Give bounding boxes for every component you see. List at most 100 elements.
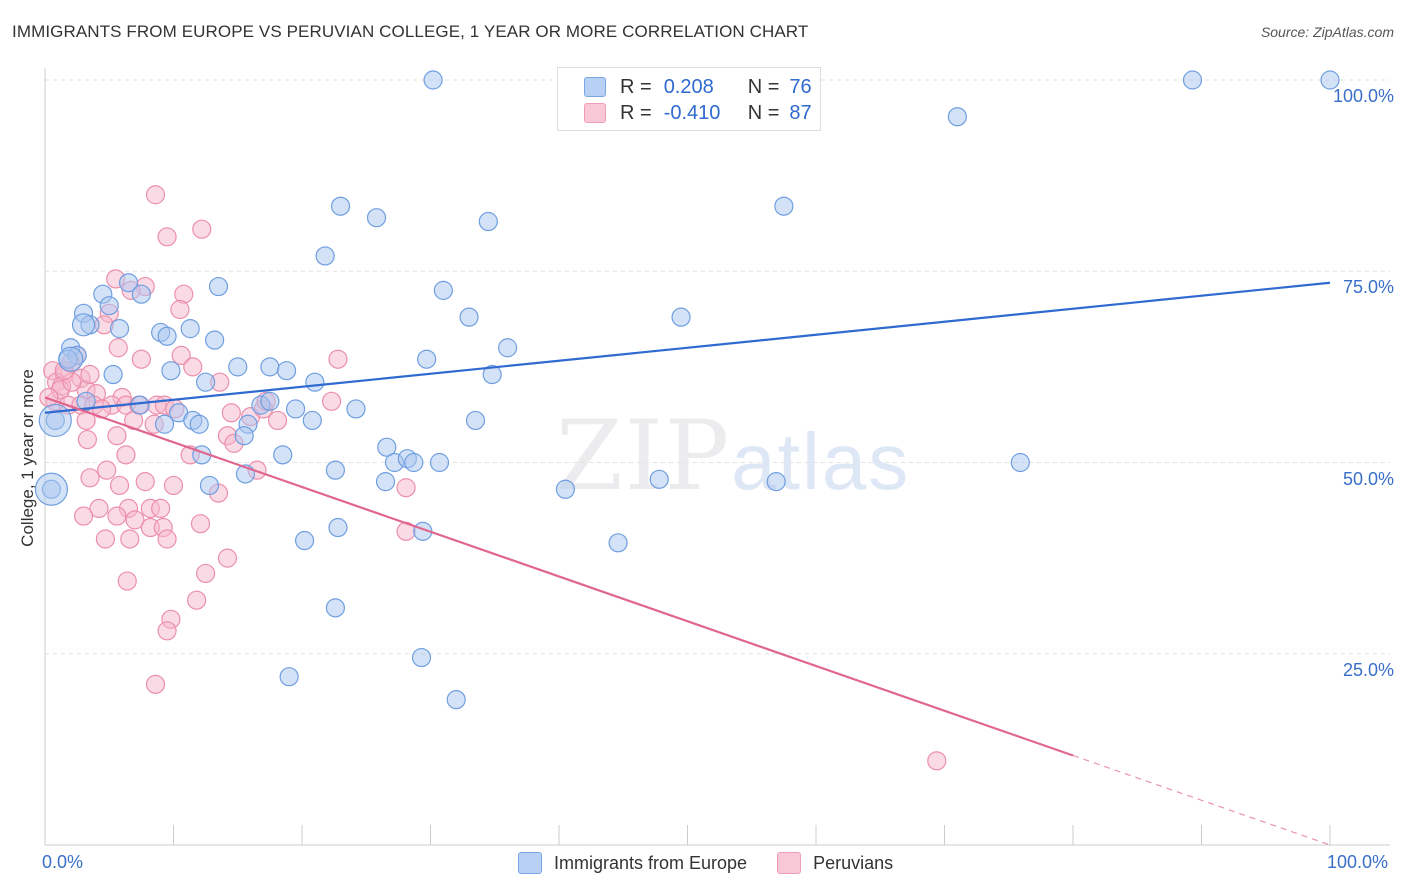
europe-point [1320, 70, 1340, 90]
europe-point [285, 399, 306, 419]
stats-row-europe: R = 0.208 N = 76 [584, 75, 812, 99]
europe-point [315, 246, 335, 266]
europe-point [375, 472, 396, 492]
europe-point [429, 452, 450, 473]
europe-point [161, 361, 181, 381]
peruvians-point [120, 529, 140, 549]
watermark-atlas: atlas [731, 417, 911, 506]
europe-point [273, 445, 293, 465]
peruvians-point [157, 529, 177, 549]
europe-point [76, 391, 96, 411]
stats-row-peruvians: R = -0.410 N = 87 [584, 101, 812, 125]
peruvians-point [73, 506, 94, 526]
peruvians-point [183, 357, 203, 377]
europe-point [330, 196, 351, 216]
peruvians-point [187, 590, 207, 610]
peruvians-point [107, 426, 127, 446]
europe-point [766, 472, 786, 492]
europe-point [377, 437, 397, 457]
y-tick-label: 50.0% [1342, 468, 1394, 489]
peruvians-point [321, 391, 342, 411]
legend-item-peruvians[interactable]: Peruvians [777, 852, 893, 874]
europe-point [228, 357, 248, 377]
peruvians-point [135, 472, 155, 492]
peruvians-point [145, 674, 166, 694]
europe-point [1010, 452, 1030, 473]
y-tick-label: 75.0% [1342, 277, 1394, 298]
europe-point [423, 70, 443, 90]
europe-point [130, 395, 150, 415]
x-tick-label-min: 0.0% [42, 852, 84, 872]
peruvians-point [77, 429, 98, 450]
peruvians-point [328, 349, 348, 369]
europe-swatch [584, 77, 606, 97]
peruvians-legend-swatch [777, 852, 802, 874]
peruvians-point [89, 498, 109, 518]
n-label: N = [747, 75, 780, 98]
europe-point [608, 533, 628, 553]
stats-legend: R = 0.208 N = 76 R = -0.410 N = 87 [557, 67, 821, 131]
r-label: R = [620, 75, 652, 98]
europe-point [103, 364, 123, 385]
europe-point [199, 475, 220, 496]
n-label: N = [747, 101, 780, 124]
peruvians-point [267, 410, 288, 431]
europe-point [99, 296, 119, 316]
legend-item-europe[interactable]: Immigrants from Europe [518, 852, 747, 874]
peruvians-point [39, 387, 59, 408]
europe-point [196, 372, 216, 392]
europe-point [498, 338, 518, 358]
europe-point [189, 414, 209, 434]
peruvians-trend-line [44, 396, 1074, 757]
europe-point [346, 399, 366, 419]
n-value: 76 [789, 75, 812, 98]
europe-point [555, 479, 576, 499]
y-axis-label: College, 1 year or more [18, 369, 37, 547]
europe-point [404, 452, 424, 473]
europe-points [34, 70, 1340, 710]
r-value: 0.208 [663, 75, 714, 98]
peruvians-point [163, 475, 184, 496]
europe-point [1182, 70, 1203, 90]
peruvians-point [145, 185, 166, 205]
europe-point [157, 326, 177, 346]
peruvians-point [171, 345, 191, 365]
peruvians-point [157, 621, 177, 641]
europe-point [446, 690, 466, 710]
peruvians-point [927, 751, 947, 771]
europe-point [305, 372, 325, 392]
europe-trend-line [44, 281, 1331, 414]
peruvians-point [117, 571, 137, 591]
europe-point [328, 517, 348, 538]
y-tick-label: 100.0% [1332, 86, 1394, 106]
source-credit: Source: ZipAtlas.com [1260, 24, 1394, 40]
europe-point [671, 307, 691, 327]
europe-point [205, 330, 225, 350]
peruvians-trend-extension [1072, 754, 1331, 846]
europe-point [325, 460, 346, 480]
legend-label-europe: Immigrants from Europe [554, 852, 748, 873]
europe-point [482, 364, 502, 385]
europe-point [131, 284, 151, 304]
europe-point [118, 273, 139, 293]
europe-point [294, 530, 315, 551]
peruvians-point [125, 510, 145, 530]
peruvians-point [151, 498, 171, 518]
peruvians-point [196, 563, 216, 584]
peruvians-point [116, 445, 136, 465]
peruvians-swatch [584, 103, 606, 123]
x-tick-label-max: 100.0% [1327, 852, 1389, 872]
r-label: R = [620, 101, 652, 124]
y-tick-label: 25.0% [1342, 659, 1394, 680]
series-legend: Immigrants from Europe Peruvians [518, 852, 923, 874]
axes [44, 68, 1390, 846]
europe-point [154, 414, 175, 434]
europe-point [109, 319, 130, 339]
europe-point-large [34, 472, 69, 506]
europe-point [366, 208, 387, 228]
europe-point [180, 319, 200, 339]
europe-point [260, 357, 280, 377]
peruvians-point [109, 475, 130, 496]
watermark-zip: ZIP [556, 400, 732, 512]
